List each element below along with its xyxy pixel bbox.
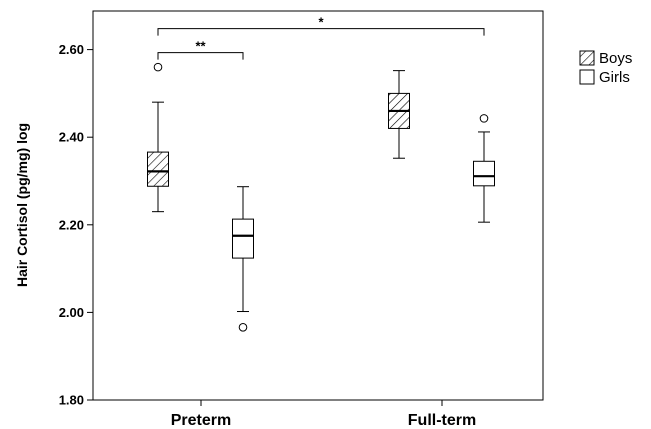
legend-swatch (579, 69, 595, 85)
y-axis-title: Hair Cortisol (pg/mg) log (14, 123, 30, 287)
outlier-point (153, 62, 163, 72)
outlier-point (479, 114, 489, 123)
box-girls-full-term (473, 114, 495, 223)
box-iqr (232, 218, 254, 259)
bracket-line (157, 52, 244, 60)
box-girls-preterm (232, 186, 254, 332)
x-tick-label-preterm: Preterm (171, 412, 231, 429)
legend-label: Girls (599, 69, 630, 86)
outlier-point (238, 322, 248, 332)
significance-brackets: *** (157, 15, 485, 60)
significance-label: * (318, 15, 324, 30)
plot-frame (92, 10, 544, 401)
box-iqr (473, 160, 495, 187)
significance-bracket: ** (157, 39, 244, 60)
y-tick-label: 1.80 (59, 393, 84, 408)
y-tick-label: 2.20 (59, 217, 84, 232)
y-tick-label: 2.40 (59, 130, 84, 145)
box-boys-preterm (147, 62, 169, 213)
legend: Boys Girls (579, 50, 632, 86)
y-tick-label: 2.60 (59, 42, 84, 57)
legend-label: Boys (599, 50, 632, 67)
legend-item-girls: Girls (579, 69, 630, 86)
box-boys-full-term (388, 70, 410, 159)
bracket-line (157, 28, 485, 36)
y-axis: 1.80 2.00 2.20 2.40 2.60 (59, 42, 93, 408)
significance-bracket: * (157, 15, 485, 36)
significance-label: ** (195, 39, 206, 54)
x-axis: Preterm Full-term (171, 400, 476, 429)
x-tick-label-full-term: Full-term (408, 412, 476, 429)
legend-item-boys: Boys (579, 50, 632, 67)
box-series (147, 62, 495, 332)
legend-swatch (579, 50, 595, 66)
box-iqr (147, 151, 169, 187)
y-tick-label: 2.00 (59, 305, 84, 320)
